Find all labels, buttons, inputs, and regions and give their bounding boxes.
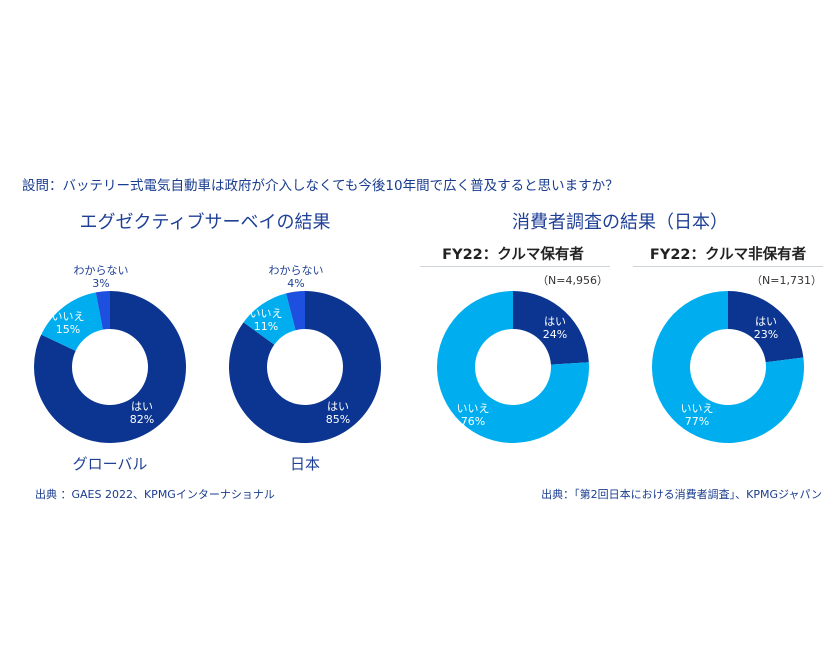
owner-sample-size: （N=4,956）: [537, 274, 608, 287]
label-yes-non-owner: はい 23%: [753, 315, 779, 341]
question-text: 設問：バッテリー式電気自動車は政府が介入しなくても今後10年間で広く普及すると思…: [22, 178, 619, 194]
donut-3-slice-yes: [728, 291, 804, 363]
label-no-non-owner: いいえ 77%: [680, 402, 714, 428]
label-yes-owner: はい 24%: [542, 315, 568, 341]
label-no-owner: いいえ 76%: [456, 402, 490, 428]
donut-2-slice-no: [437, 291, 589, 443]
label-no-global: いいえ 15%: [51, 310, 85, 336]
consumer-survey-title: 消費者調査の結果（日本）: [512, 212, 728, 233]
caption-japan: 日本: [289, 455, 321, 473]
non-owner-sample-size: （N=1,731）: [751, 274, 822, 287]
donut-1-slice-no: [243, 293, 296, 345]
caption-global: グローバル: [72, 455, 148, 473]
label-yes-global: はい 82%: [129, 400, 155, 426]
source-left: 出典 ：GAES 2022、KPMGインターナショナル: [35, 488, 275, 501]
donut-1-slice-unknown: [286, 291, 305, 331]
donut-0-slice-yes: [34, 291, 187, 444]
label-no-japan: いいえ 11%: [249, 307, 283, 333]
donut-3-slice-no: [652, 290, 804, 443]
donut-2-slice-yes: [513, 291, 589, 365]
source-right: 出典：「第2回日本における消費者調査」、KPMGジャパン: [541, 488, 822, 501]
donut-0-slice-no: [41, 292, 103, 351]
divider: [633, 266, 823, 267]
label-unknown-japan: わからない 4%: [268, 264, 324, 290]
non-owner-chart-title: FY22：クルマ非保有者: [649, 247, 807, 263]
label-unknown-global: わからない 3%: [73, 264, 129, 290]
executive-survey-title: エグゼクティブサーベイの結果: [79, 212, 331, 233]
label-yes-japan: はい 85%: [325, 400, 351, 426]
donut-1-slice-yes: [228, 291, 381, 444]
donut-0-slice-unknown: [95, 291, 110, 330]
divider: [420, 266, 610, 267]
owner-chart-title: FY22：クルマ保有者: [442, 247, 584, 263]
